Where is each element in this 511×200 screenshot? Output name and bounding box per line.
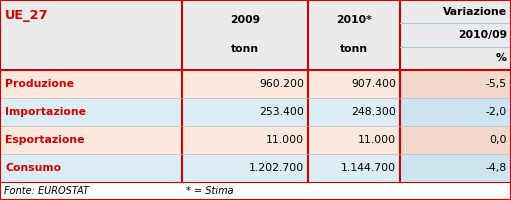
Text: 253.400: 253.400 xyxy=(259,107,304,117)
Text: Consumo: Consumo xyxy=(5,163,61,173)
Text: -5,5: -5,5 xyxy=(486,79,507,89)
Bar xyxy=(0,126,400,154)
Text: UE_27: UE_27 xyxy=(5,9,49,22)
Text: 1.202.700: 1.202.700 xyxy=(249,163,304,173)
Bar xyxy=(0,182,511,200)
Text: -2,0: -2,0 xyxy=(486,107,507,117)
Text: * = Stima: * = Stima xyxy=(186,186,234,196)
Text: 960.200: 960.200 xyxy=(259,79,304,89)
Text: 0,0: 0,0 xyxy=(490,135,507,145)
Text: -4,8: -4,8 xyxy=(486,163,507,173)
Text: Produzione: Produzione xyxy=(5,79,74,89)
Text: tonn: tonn xyxy=(231,44,259,54)
Text: 2010/09: 2010/09 xyxy=(458,30,507,40)
Text: tonn: tonn xyxy=(340,44,368,54)
Bar xyxy=(400,154,511,182)
Bar xyxy=(400,0,511,70)
Bar xyxy=(400,70,511,98)
Text: 907.400: 907.400 xyxy=(351,79,396,89)
Text: 1.144.700: 1.144.700 xyxy=(341,163,396,173)
Bar xyxy=(0,98,400,126)
Text: 2010*: 2010* xyxy=(336,15,372,25)
Text: 11.000: 11.000 xyxy=(266,135,304,145)
Text: %: % xyxy=(496,53,507,63)
Text: Fonte: EUROSTAT: Fonte: EUROSTAT xyxy=(4,186,89,196)
Bar xyxy=(0,154,400,182)
Text: Esportazione: Esportazione xyxy=(5,135,84,145)
Bar xyxy=(0,70,400,98)
Text: Importazione: Importazione xyxy=(5,107,86,117)
Text: 11.000: 11.000 xyxy=(358,135,396,145)
Bar xyxy=(400,126,511,154)
Bar xyxy=(400,98,511,126)
Bar xyxy=(0,0,400,70)
Text: 248.300: 248.300 xyxy=(351,107,396,117)
Text: Variazione: Variazione xyxy=(443,7,507,17)
Text: 2009: 2009 xyxy=(230,15,260,25)
